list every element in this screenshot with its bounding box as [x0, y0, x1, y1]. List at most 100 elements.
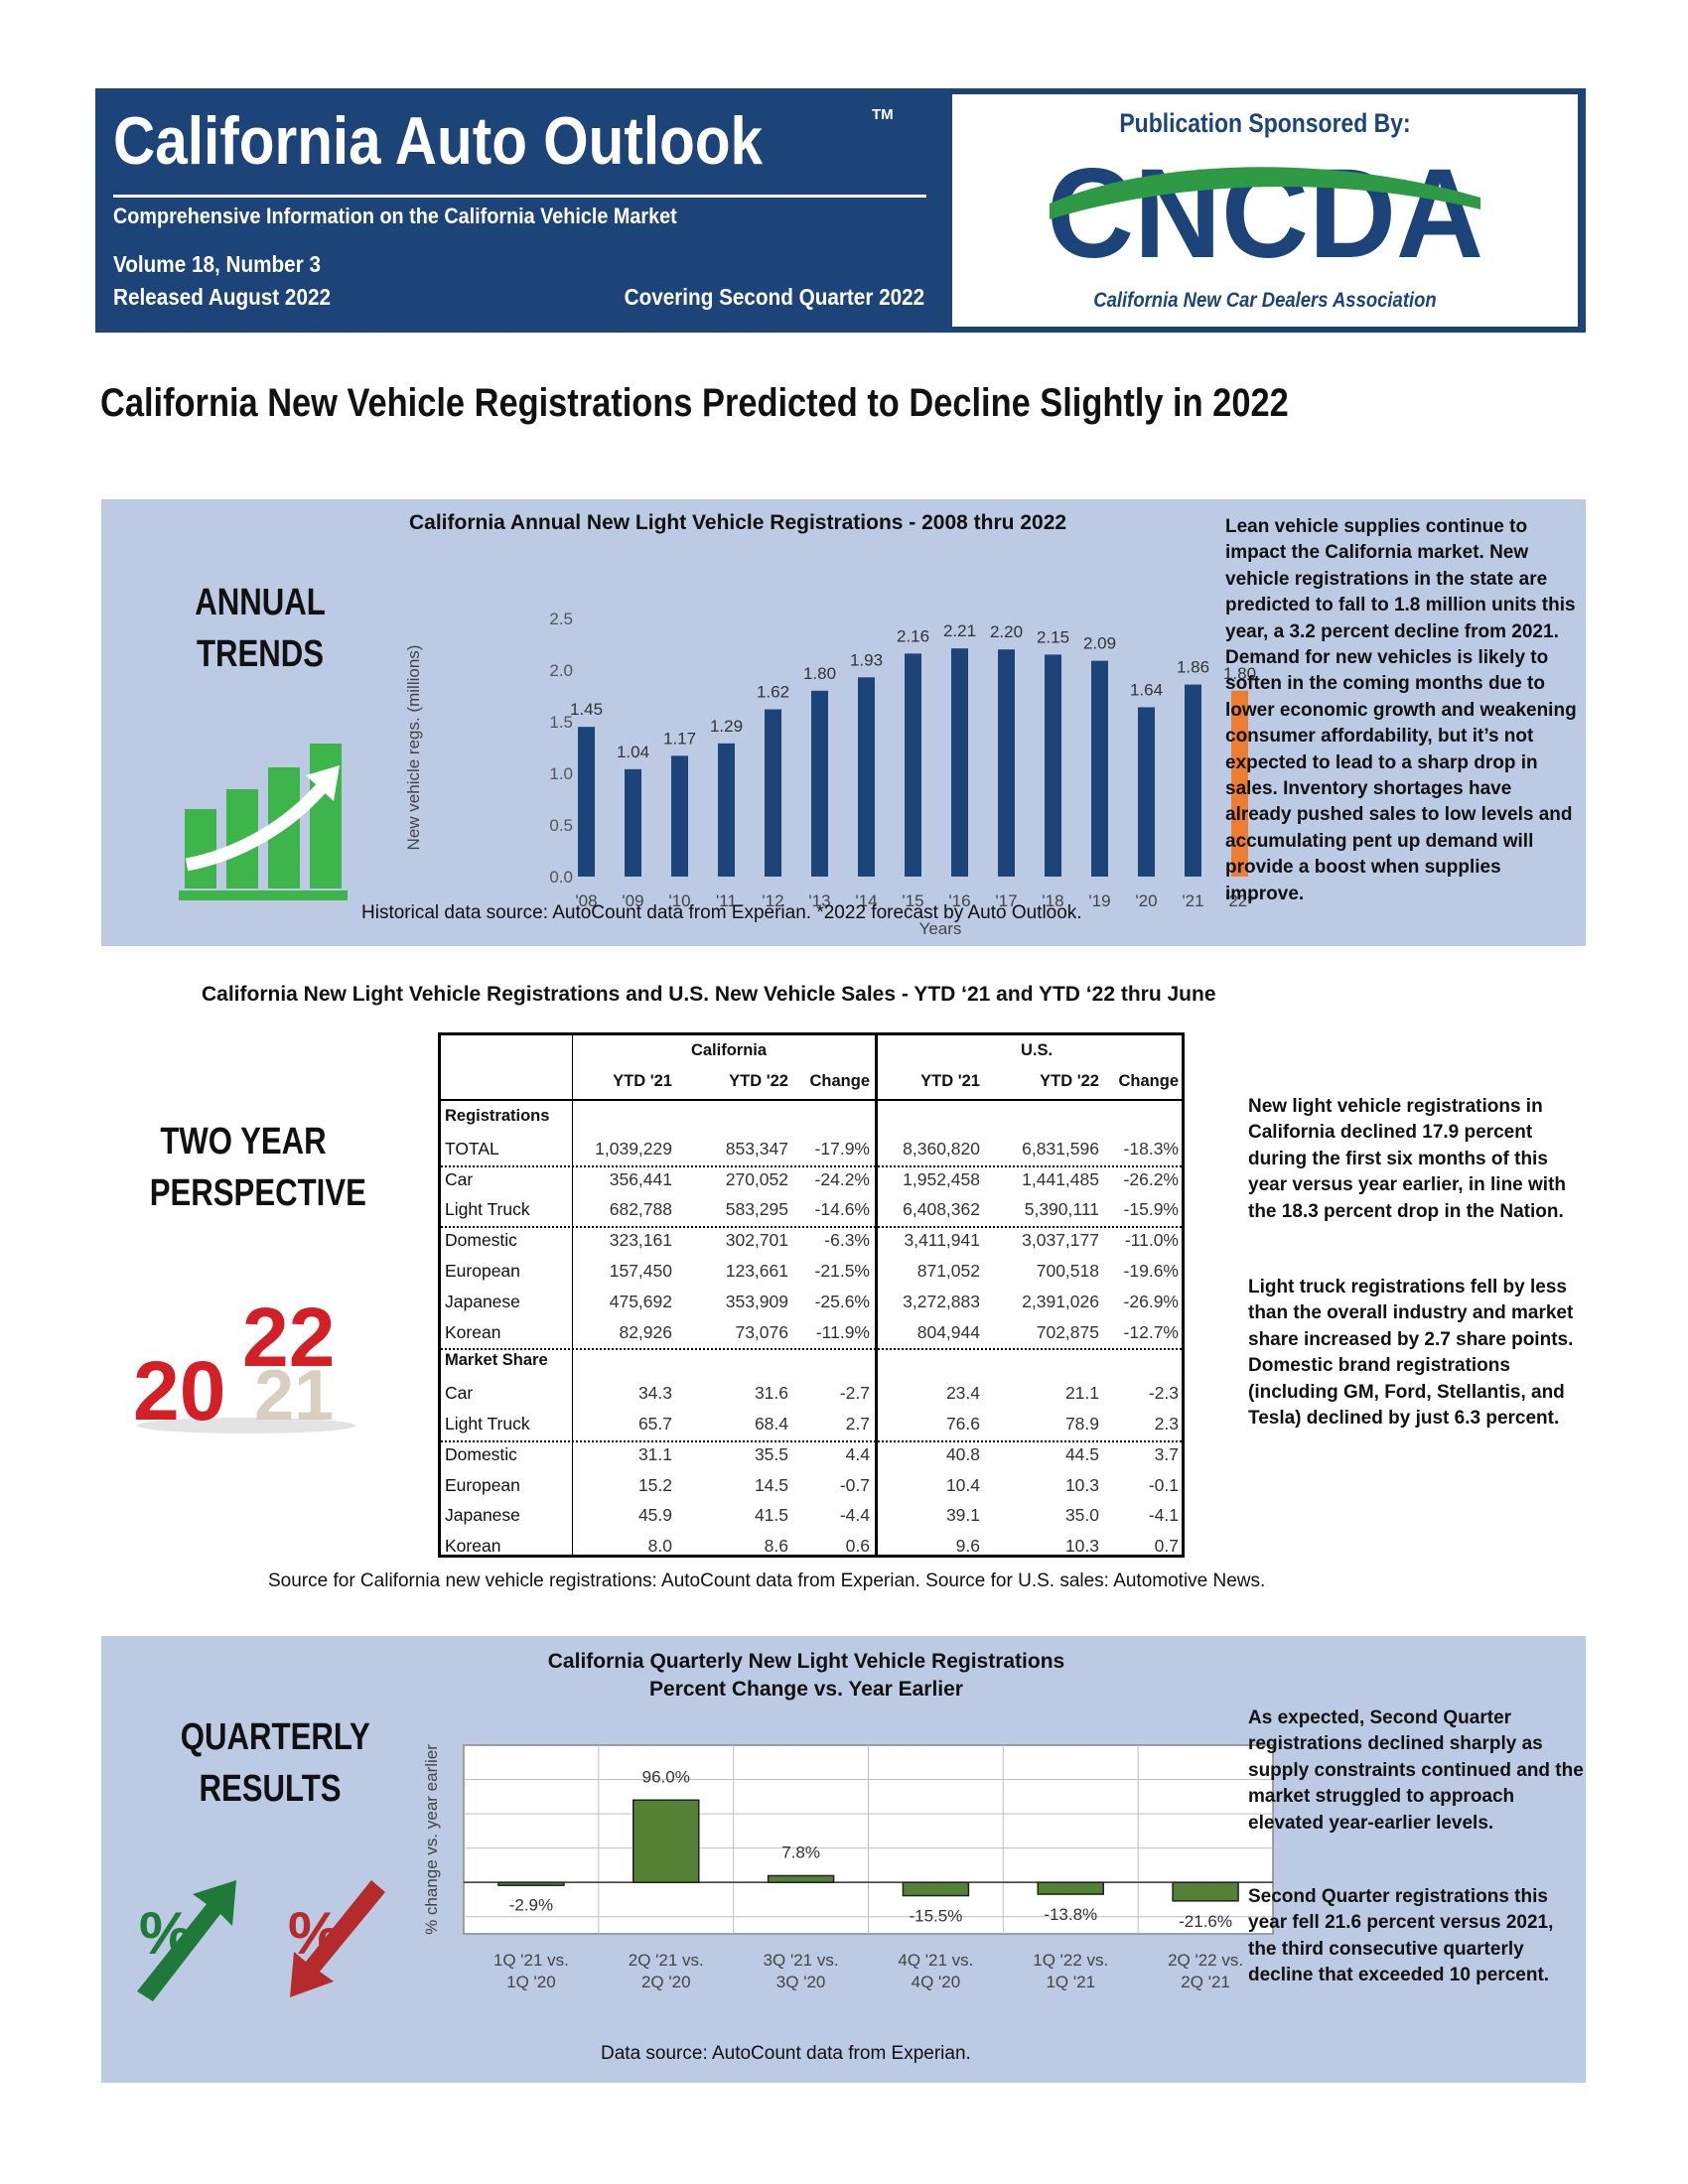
quarterly-results-panel: QUARTERLY RESULTS % % California Quarter… [101, 1636, 1586, 2083]
quarterly-x-tick-label: 2Q '21 [1181, 1973, 1230, 1991]
table-cell: -11.9% [815, 1321, 870, 1342]
table-cell: -2.3 [1148, 1383, 1179, 1404]
annual-x-tick-label: '13 [808, 891, 830, 910]
table-cell: 65.7 [637, 1414, 672, 1433]
table-cell: -26.2% [1123, 1168, 1179, 1189]
table-cell: -0.1 [1148, 1474, 1179, 1495]
two-year-side-label: TWO YEAR PERSPECTIVE [150, 1116, 366, 1219]
table-cell: 6,408,362 [903, 1199, 980, 1220]
annual-x-tick-label: '18 [1042, 891, 1063, 910]
table-cell: 39.1 [945, 1505, 980, 1526]
table-cell: 302,701 [725, 1230, 788, 1251]
table-cell: 356,441 [609, 1168, 672, 1189]
table-row-label: Light Truck [445, 1199, 530, 1220]
annual-x-tick-label: '12 [762, 891, 783, 910]
table-cell: 353,909 [725, 1291, 788, 1311]
annual-bar [858, 677, 875, 877]
quarterly-data-label: 7.8% [781, 1843, 820, 1861]
table-cell: -21.5% [814, 1261, 870, 1281]
annual-side-label: ANNUAL TRENDS [179, 577, 342, 680]
annual-data-label: 2.20 [990, 622, 1023, 641]
table-cell: 475,692 [609, 1291, 672, 1311]
table-row-label: Korean [445, 1536, 501, 1557]
annual-bar [1138, 707, 1155, 877]
year-21-text: 21 [254, 1356, 334, 1435]
table-cell: 41.5 [754, 1505, 788, 1526]
table-row-label: Japanese [445, 1291, 520, 1311]
quarterly-x-tick-label: 1Q '20 [506, 1973, 556, 1991]
quarterly-data-label: -2.9% [509, 1896, 553, 1915]
logo-swoosh [1050, 167, 1480, 219]
annual-x-tick-label: '19 [1088, 891, 1110, 910]
table-cell: 34.3 [637, 1383, 672, 1404]
annual-data-label: 1.86 [1177, 658, 1209, 677]
table-row-label: Car [445, 1383, 474, 1404]
svg-text:%: % [139, 1900, 192, 1967]
table-cell: 6,831,596 [1022, 1138, 1099, 1159]
annual-x-tick-label: '16 [948, 891, 970, 910]
quarterly-bar [497, 1881, 565, 1886]
volume-number: Volume 18, Number 3 [113, 251, 321, 277]
annual-data-label: 1.45 [570, 700, 603, 719]
table-cell: -6.3% [824, 1230, 870, 1251]
table-cell: 35.0 [1064, 1505, 1099, 1526]
table-row-separator [441, 1164, 1182, 1167]
table-cell: 5,390,111 [1024, 1199, 1099, 1220]
quarterly-commentary-2: Second Quarter registrations this year f… [1248, 1886, 1554, 1986]
annual-bar [1091, 660, 1108, 877]
sponsor-name: California New Car Dealers Association [1093, 289, 1437, 312]
table-cell: 73,076 [735, 1321, 788, 1342]
annual-bar [811, 690, 828, 877]
table-cell: 3,411,941 [904, 1230, 980, 1251]
annual-chart-title: California Annual New Light Vehicle Regi… [409, 511, 1067, 534]
annual-registrations-chart: New vehicle regs. (millions) 0.0 0.5 1.0 1.5… [404, 610, 1256, 936]
table-cell: 2.7 [845, 1414, 870, 1433]
percent-down-arrow-icon: % [288, 1880, 385, 1997]
table-row-label: Light Truck [445, 1414, 530, 1433]
table-cell: -19.6% [1123, 1261, 1179, 1281]
svg-text:%: % [288, 1900, 341, 1967]
coverage-period: Covering Second Quarter 2022 [624, 284, 924, 310]
annual-commentary: Lean vehicle supplies continue to impact… [1225, 516, 1577, 904]
table-cell: 2.3 [1154, 1414, 1179, 1433]
percent-up-arrow-icon: % [137, 1880, 236, 2001]
table-group-rule [875, 1035, 878, 1555]
table-cell: -0.7 [839, 1474, 870, 1495]
two-year-commentary-1: New light vehicle registrations in Calif… [1248, 1096, 1567, 1222]
annual-y-axis-label: New vehicle regs. (millions) [404, 645, 423, 851]
table-cell: 3.7 [1154, 1443, 1179, 1464]
table-source: Source for California new vehicle regist… [268, 1570, 1266, 1591]
table-cell: 682,788 [609, 1199, 672, 1220]
sponsor-box-inner: Publication Sponsored By: CNCDA Californ… [952, 94, 1578, 327]
quarterly-source: Data source: AutoCount data from Experia… [601, 2043, 971, 2064]
quarterly-data-label: -15.5% [909, 1907, 962, 1926]
table-cell: 583,295 [725, 1199, 788, 1220]
quarterly-label-line-1: QUARTERLY [180, 1716, 370, 1758]
quarterly-y-axis-label: % change vs. year earlier [422, 1744, 441, 1935]
table-cell: 9.6 [955, 1536, 980, 1557]
table-row-separator [441, 1439, 1182, 1442]
publication-title: California Auto Outlook [113, 103, 764, 179]
cncda-logo-text: CNCDA [1047, 146, 1483, 265]
annual-data-label: 1.64 [1130, 680, 1163, 699]
annual-data-label: 1.80 [1223, 664, 1256, 683]
annual-x-tick-label: '21 [1182, 891, 1203, 910]
quarterly-bar [633, 1799, 700, 1883]
trademark-mark: TM [872, 106, 894, 123]
table-cell: -14.6% [814, 1199, 870, 1220]
annual-y-tick-label: 2.0 [549, 661, 573, 680]
table-cell: 3,272,883 [903, 1291, 980, 1311]
annual-x-tick-label: '10 [668, 891, 690, 910]
quarterly-bar [1037, 1881, 1104, 1895]
annual-y-tick-label: 1.5 [549, 713, 573, 732]
page-headline: California New Vehicle Registrations Pre… [100, 381, 1289, 425]
table-cell: 702,875 [1036, 1321, 1099, 1342]
table-row-label: TOTAL [445, 1138, 499, 1159]
table-column-header: YTD '22 [729, 1072, 788, 1090]
quarterly-label-line-2: RESULTS [199, 1768, 342, 1810]
table-cell: 1,039,229 [595, 1138, 672, 1159]
table-cell: 700,518 [1036, 1261, 1099, 1281]
table-cell: 323,161 [609, 1230, 672, 1251]
quarterly-chart-title: California Quarterly New Light Vehicle R… [547, 1650, 1065, 1673]
cncda-logo: CNCDA [1047, 146, 1483, 265]
